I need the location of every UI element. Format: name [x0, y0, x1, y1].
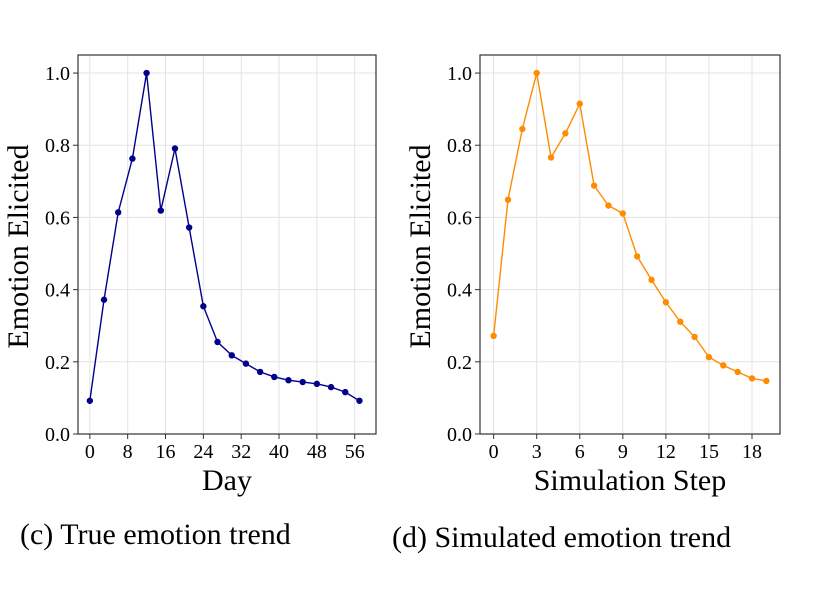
x-tick-label: 15	[699, 441, 719, 463]
data-point	[533, 69, 540, 77]
y-tick-label: 0.2	[447, 352, 472, 374]
data-point	[100, 296, 108, 303]
x-tick-label: 3	[532, 441, 542, 463]
y-axis-label: Emotion Elicited	[404, 144, 437, 348]
data-point	[271, 373, 278, 381]
data-point	[313, 380, 321, 388]
y-tick-label: 0.2	[45, 352, 70, 374]
data-point	[605, 202, 612, 209]
data-point	[342, 388, 349, 396]
x-tick-label: 9	[618, 441, 628, 463]
data-point	[562, 130, 569, 137]
series-line	[89, 72, 360, 402]
data-point	[576, 100, 583, 107]
data-point	[327, 383, 335, 391]
data-point	[285, 377, 292, 384]
data-point	[143, 69, 150, 77]
x-tick-label: 6	[575, 441, 585, 463]
data-point	[228, 352, 235, 359]
data-point	[547, 154, 555, 161]
x-axis-label: Day	[202, 464, 252, 497]
data-point	[256, 368, 264, 376]
data-point	[677, 318, 684, 325]
chart-0: 0.0 0.2 0.4 0.6 0.8 1.0 0 8 16 24 32 40 48 56 Day Emoti…	[2, 54, 377, 497]
data-point	[171, 145, 179, 152]
y-tick-label: 0.8	[447, 135, 472, 157]
x-tick-label: 32	[231, 441, 251, 463]
x-tick-label: 24	[193, 441, 213, 463]
data-point	[590, 182, 598, 189]
data-point	[115, 209, 122, 216]
data-point	[763, 377, 770, 385]
plot-frame	[77, 54, 377, 435]
data-point	[299, 378, 306, 386]
x-tick-label: 0	[85, 441, 95, 463]
y-tick-label: 0.0	[447, 424, 472, 446]
plot-frame	[479, 54, 781, 435]
data-point	[129, 155, 136, 162]
data-point	[490, 332, 497, 340]
data-point	[633, 253, 641, 260]
y-tick-label: 0.4	[447, 280, 472, 302]
data-point	[86, 397, 94, 404]
x-tick-label: 16	[156, 441, 176, 463]
x-tick-label: 48	[307, 441, 327, 463]
data-point	[214, 338, 221, 346]
x-tick-label: 8	[123, 441, 133, 463]
data-point	[242, 360, 250, 367]
data-point	[200, 303, 207, 310]
data-point	[519, 125, 526, 133]
data-point	[185, 224, 193, 231]
x-tick-label: 56	[345, 441, 365, 463]
data-point	[648, 276, 655, 284]
caption-d: (d) Simulated emotion trend	[392, 521, 732, 554]
data-point	[619, 210, 627, 217]
data-point	[157, 207, 164, 214]
series-line	[492, 72, 767, 382]
caption-c: (c) True emotion trend	[20, 518, 291, 551]
y-tick-label: 0.8	[45, 135, 70, 157]
x-tick-label: 0	[489, 441, 499, 463]
x-tick-label: 12	[656, 441, 676, 463]
data-point	[356, 397, 363, 404]
y-tick-label: 0.4	[45, 280, 70, 302]
x-tick-label: 40	[269, 441, 289, 463]
data-point	[662, 299, 670, 306]
x-tick-label: 18	[742, 441, 762, 463]
data-point	[705, 353, 713, 361]
y-tick-label: 0.6	[447, 207, 472, 229]
y-tick-label: 0.6	[45, 207, 70, 229]
data-point	[748, 375, 756, 382]
data-point	[720, 362, 727, 369]
x-axis-label: Simulation Step	[534, 464, 727, 497]
data-point	[691, 333, 698, 341]
y-tick-label: 1.0	[447, 63, 472, 85]
data-point	[504, 196, 512, 203]
y-tick-label: 0.0	[45, 424, 70, 446]
chart-1: 0.0 0.2 0.4 0.6 0.8 1.0 0 3 6 9 12 15 18 Simulation S…	[404, 54, 781, 497]
y-tick-label: 1.0	[45, 63, 70, 85]
data-point	[734, 368, 741, 376]
y-axis-label: Emotion Elicited	[2, 144, 35, 348]
